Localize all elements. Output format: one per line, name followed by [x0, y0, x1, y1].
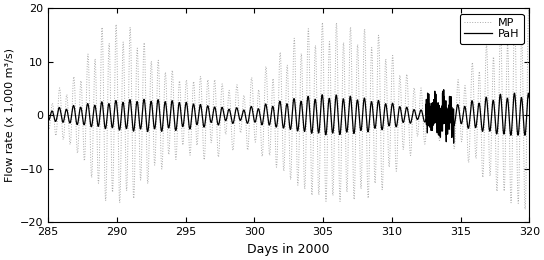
MP — [427, 113, 434, 116]
MP — [522, 208, 528, 211]
MP — [350, 195, 357, 198]
Line: MP: MP — [48, 10, 529, 209]
MP — [219, 82, 226, 86]
Y-axis label: Flow rate (x 1,000 m³/s): Flow rate (x 1,000 m³/s) — [4, 48, 14, 182]
MP — [526, 8, 532, 11]
PaH — [427, 105, 434, 108]
MP — [330, 194, 336, 197]
PaH — [219, 106, 226, 109]
PaH — [45, 118, 51, 121]
Line: PaH: PaH — [48, 90, 529, 143]
PaH — [330, 132, 336, 135]
PaH — [450, 141, 457, 145]
PaH — [350, 132, 357, 135]
PaH — [526, 96, 533, 100]
MP — [45, 124, 51, 127]
PaH — [401, 114, 408, 117]
PaH — [441, 88, 447, 91]
MP — [69, 102, 76, 105]
Legend: MP, PaH: MP, PaH — [460, 14, 524, 44]
MP — [526, 21, 533, 24]
MP — [401, 117, 408, 120]
PaH — [69, 109, 76, 112]
X-axis label: Days in 2000: Days in 2000 — [248, 243, 330, 256]
